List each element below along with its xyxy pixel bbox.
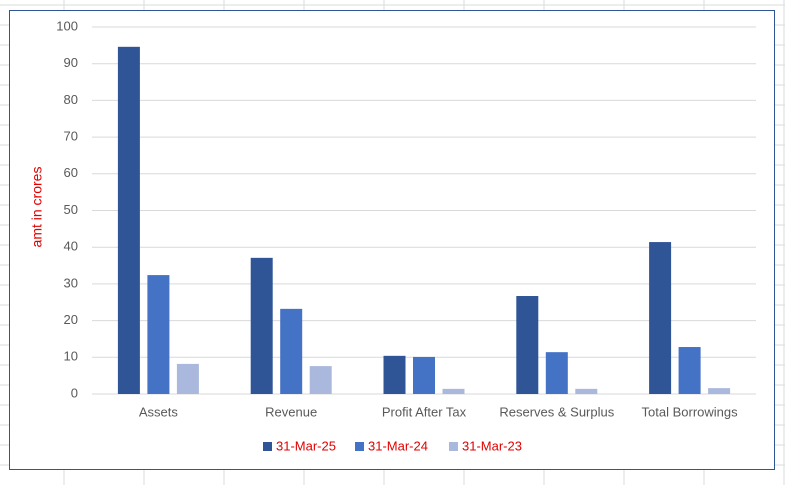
- y-tick-label: 0: [71, 385, 78, 400]
- bar: [147, 275, 170, 394]
- y-axis-title: amt in crores: [29, 167, 45, 248]
- y-tick-label: 60: [64, 165, 78, 180]
- bar: [708, 388, 731, 394]
- x-tick-label: Revenue: [265, 404, 317, 419]
- x-tick-label: Profit After Tax: [382, 404, 467, 419]
- x-tick-label: Total Borrowings: [642, 404, 739, 419]
- bar: [176, 363, 199, 394]
- x-tick-label: Reserves & Surplus: [499, 404, 614, 419]
- y-tick-label: 20: [64, 312, 78, 327]
- legend-label: 31-Mar-23: [462, 438, 522, 453]
- bar: [383, 355, 406, 394]
- legend-swatch: [263, 442, 272, 451]
- bar: [250, 257, 273, 394]
- bar: [280, 308, 303, 394]
- y-tick-label: 10: [64, 349, 78, 364]
- y-tick-label: 100: [56, 18, 78, 33]
- bar: [442, 388, 465, 394]
- bar: [678, 347, 701, 394]
- bar: [545, 352, 568, 394]
- legend-swatch: [355, 442, 364, 451]
- bar: [649, 242, 672, 394]
- bar: [309, 366, 332, 394]
- legend-swatch: [449, 442, 458, 451]
- bar: [516, 296, 539, 394]
- bar: [413, 356, 435, 394]
- bar: [575, 388, 598, 394]
- y-tick-label: 70: [64, 129, 78, 144]
- bar: [117, 46, 140, 395]
- legend-label: 31-Mar-25: [276, 438, 336, 453]
- legend-label: 31-Mar-24: [368, 438, 428, 453]
- x-tick-label: Assets: [139, 404, 179, 419]
- y-tick-label: 90: [64, 55, 78, 70]
- y-tick-label: 30: [64, 275, 78, 290]
- y-tick-label: 50: [64, 202, 78, 217]
- y-tick-label: 40: [64, 239, 78, 254]
- y-tick-label: 80: [64, 92, 78, 107]
